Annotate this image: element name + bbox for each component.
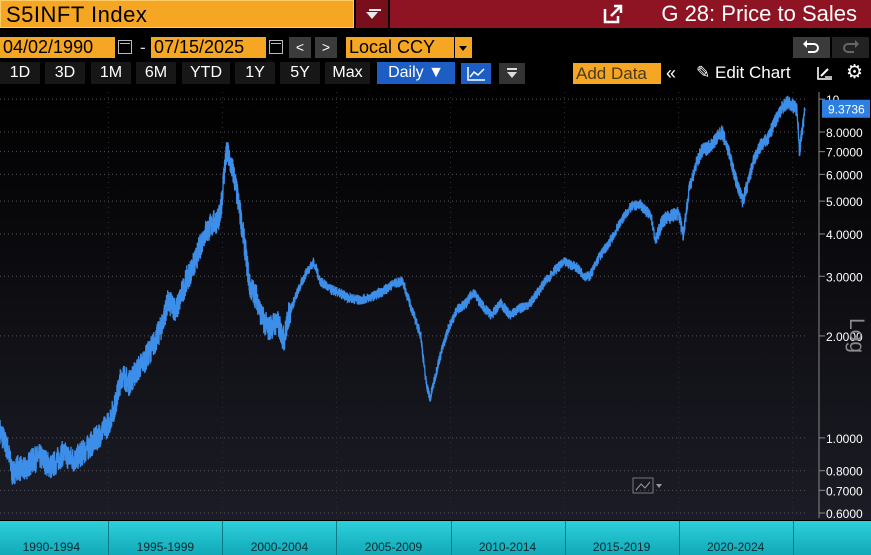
line-chart-icon xyxy=(467,67,485,81)
mini-chart-widget xyxy=(632,477,654,494)
y-tick-label: 5.0000 xyxy=(826,195,863,209)
x-axis-divider xyxy=(450,521,452,555)
undo-icon xyxy=(803,40,819,53)
timeframe-5y[interactable]: 5Y xyxy=(280,62,320,84)
edit-chart-button[interactable]: ✎ Edit Chart xyxy=(696,62,791,84)
chevron-down-icon xyxy=(459,46,467,51)
collapse-icon[interactable]: « xyxy=(666,63,677,83)
gear-icon[interactable]: ⚙ xyxy=(846,62,864,83)
header-bar: S5INFT Index G 28: Price to Sales xyxy=(0,0,871,30)
filter-icon xyxy=(507,72,517,78)
x-axis-label: 2000-2004 xyxy=(250,540,309,554)
ticker-dropdown-button[interactable] xyxy=(356,0,388,28)
date-toolbar: 04/02/1990 - 07/15/2025 < > Local CCY xyxy=(0,36,871,60)
y-tick-label: 1.0000 xyxy=(826,432,863,446)
timeframe-ytd[interactable]: YTD xyxy=(182,62,230,84)
y-axis-label: Log xyxy=(845,318,868,353)
ticker-field[interactable]: S5INFT Index xyxy=(0,0,354,28)
x-axis-divider xyxy=(336,521,338,555)
price-to-sales-chart[interactable]: 108.00007.00006.00005.00004.00003.00002.… xyxy=(0,86,871,520)
y-tick-label: 0.7000 xyxy=(826,484,863,498)
timeframe-6m[interactable]: 6M xyxy=(136,62,176,84)
redo-icon xyxy=(843,40,859,53)
x-axis-label: 2020-2024 xyxy=(706,540,765,554)
calendar-icon[interactable] xyxy=(118,40,132,54)
chart-area[interactable]: 108.00007.00006.00005.00004.00003.00002.… xyxy=(0,86,871,520)
timeframe-1d[interactable]: 1D xyxy=(0,62,40,84)
redo-button[interactable] xyxy=(832,37,869,58)
y-tick-label: 8.0000 xyxy=(826,126,863,140)
y-tick-label: 2.0000 xyxy=(826,330,863,344)
x-axis-year-bar: 1990-1994 1995-1999 2000-2004 2005-2009 2010… xyxy=(0,521,871,555)
calendar-icon[interactable] xyxy=(269,40,283,54)
ticker-text: S5INFT Index xyxy=(6,2,148,27)
timeframe-1y[interactable]: 1Y xyxy=(235,62,275,84)
x-axis-label: 1995-1999 xyxy=(136,540,195,554)
timeframe-1m[interactable]: 1M xyxy=(91,62,131,84)
start-date-field[interactable]: 04/02/1990 xyxy=(0,37,115,58)
y-tick-label: 6.0000 xyxy=(826,168,863,182)
last-value-badge xyxy=(822,99,870,118)
series-line xyxy=(0,95,806,485)
chart-toolbar: 1D 3D 1M 6M YTD 1Y 5Y Max Daily ▼ Add Da… xyxy=(0,62,871,84)
x-axis-label: 2010-2014 xyxy=(478,540,537,554)
x-axis-divider xyxy=(792,521,794,555)
chart-tool-icon[interactable] xyxy=(816,65,834,81)
y-tick-label: 7.0000 xyxy=(826,146,863,160)
currency-dropdown-button[interactable] xyxy=(455,37,472,58)
export-icon[interactable] xyxy=(602,4,624,24)
chart-type-button[interactable] xyxy=(461,63,491,84)
x-axis-label: 2015-2019 xyxy=(592,540,651,554)
filter-bar-icon xyxy=(369,9,381,11)
last-value-label: 9.3736 xyxy=(828,103,865,117)
y-tick-label: 4.0000 xyxy=(826,228,863,242)
x-axis-divider xyxy=(564,521,566,555)
x-axis-divider xyxy=(108,521,110,555)
x-axis-divider xyxy=(678,521,680,555)
title-bar: G 28: Price to Sales xyxy=(390,0,871,28)
mini-chart-icon xyxy=(635,481,651,491)
y-tick-label: 3.0000 xyxy=(826,270,863,284)
end-date-field[interactable]: 07/15/2025 xyxy=(151,37,266,58)
add-data-button[interactable]: Add Data xyxy=(573,63,661,84)
page-title: G 28: Price to Sales xyxy=(661,1,857,26)
date-separator: - xyxy=(140,38,146,57)
mini-chart-chevron-icon xyxy=(656,484,662,488)
y-tick-label: 0.6000 xyxy=(826,507,863,520)
x-axis-label: 2005-2009 xyxy=(364,540,423,554)
chart-background xyxy=(0,86,871,520)
timeframe-max[interactable]: Max xyxy=(325,62,370,84)
x-axis-divider xyxy=(222,521,224,555)
x-axis-label: 1990-1994 xyxy=(22,540,81,554)
currency-select[interactable]: Local CCY xyxy=(346,37,454,58)
filter-bar-icon xyxy=(507,68,517,70)
frequency-select[interactable]: Daily ▼ xyxy=(377,62,455,84)
undo-button[interactable] xyxy=(793,37,830,58)
chevron-down-icon xyxy=(366,12,378,19)
chart-options-dropdown[interactable] xyxy=(499,63,525,84)
next-period-button[interactable]: > xyxy=(315,37,337,58)
y-tick-label: 0.8000 xyxy=(826,465,863,479)
prev-period-button[interactable]: < xyxy=(289,37,311,58)
pencil-icon: ✎ xyxy=(696,63,711,82)
timeframe-3d[interactable]: 3D xyxy=(45,62,85,84)
edit-chart-label: Edit Chart xyxy=(714,63,791,82)
